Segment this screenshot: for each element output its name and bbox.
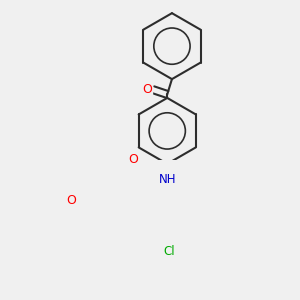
- Text: O: O: [128, 153, 138, 166]
- Text: O: O: [142, 83, 152, 96]
- Text: Cl: Cl: [163, 244, 175, 257]
- Text: O: O: [67, 194, 76, 207]
- Text: NH: NH: [158, 173, 176, 186]
